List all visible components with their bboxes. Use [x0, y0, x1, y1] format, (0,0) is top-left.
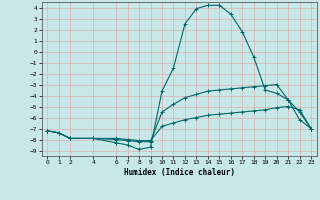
X-axis label: Humidex (Indice chaleur): Humidex (Indice chaleur): [124, 168, 235, 177]
